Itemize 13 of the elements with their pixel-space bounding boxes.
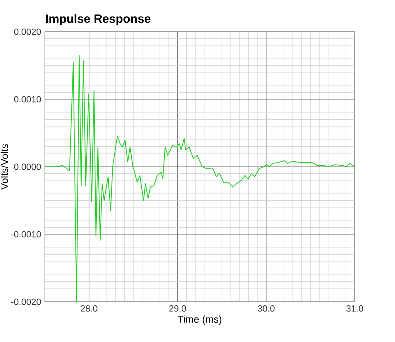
chart-title: Impulse Response xyxy=(46,14,151,26)
x-tick-label: 29.0 xyxy=(170,306,186,312)
y-tick-label: -0.0020 xyxy=(11,298,42,306)
y-tick-label: -0.0010 xyxy=(11,231,42,238)
x-tick-label: 28.0 xyxy=(81,306,98,312)
x-axis-title: Time (ms) xyxy=(178,316,222,325)
y-axis-title: Volts/Volts xyxy=(0,144,8,190)
line-series xyxy=(45,55,355,302)
x-tick-label: 30.0 xyxy=(258,306,275,312)
x-tick-label: 31.0 xyxy=(346,306,364,312)
y-tick-label: 0.0000 xyxy=(14,164,42,170)
y-tick-label: 0.0010 xyxy=(14,96,42,103)
y-tick-label: 0.0020 xyxy=(14,28,42,36)
